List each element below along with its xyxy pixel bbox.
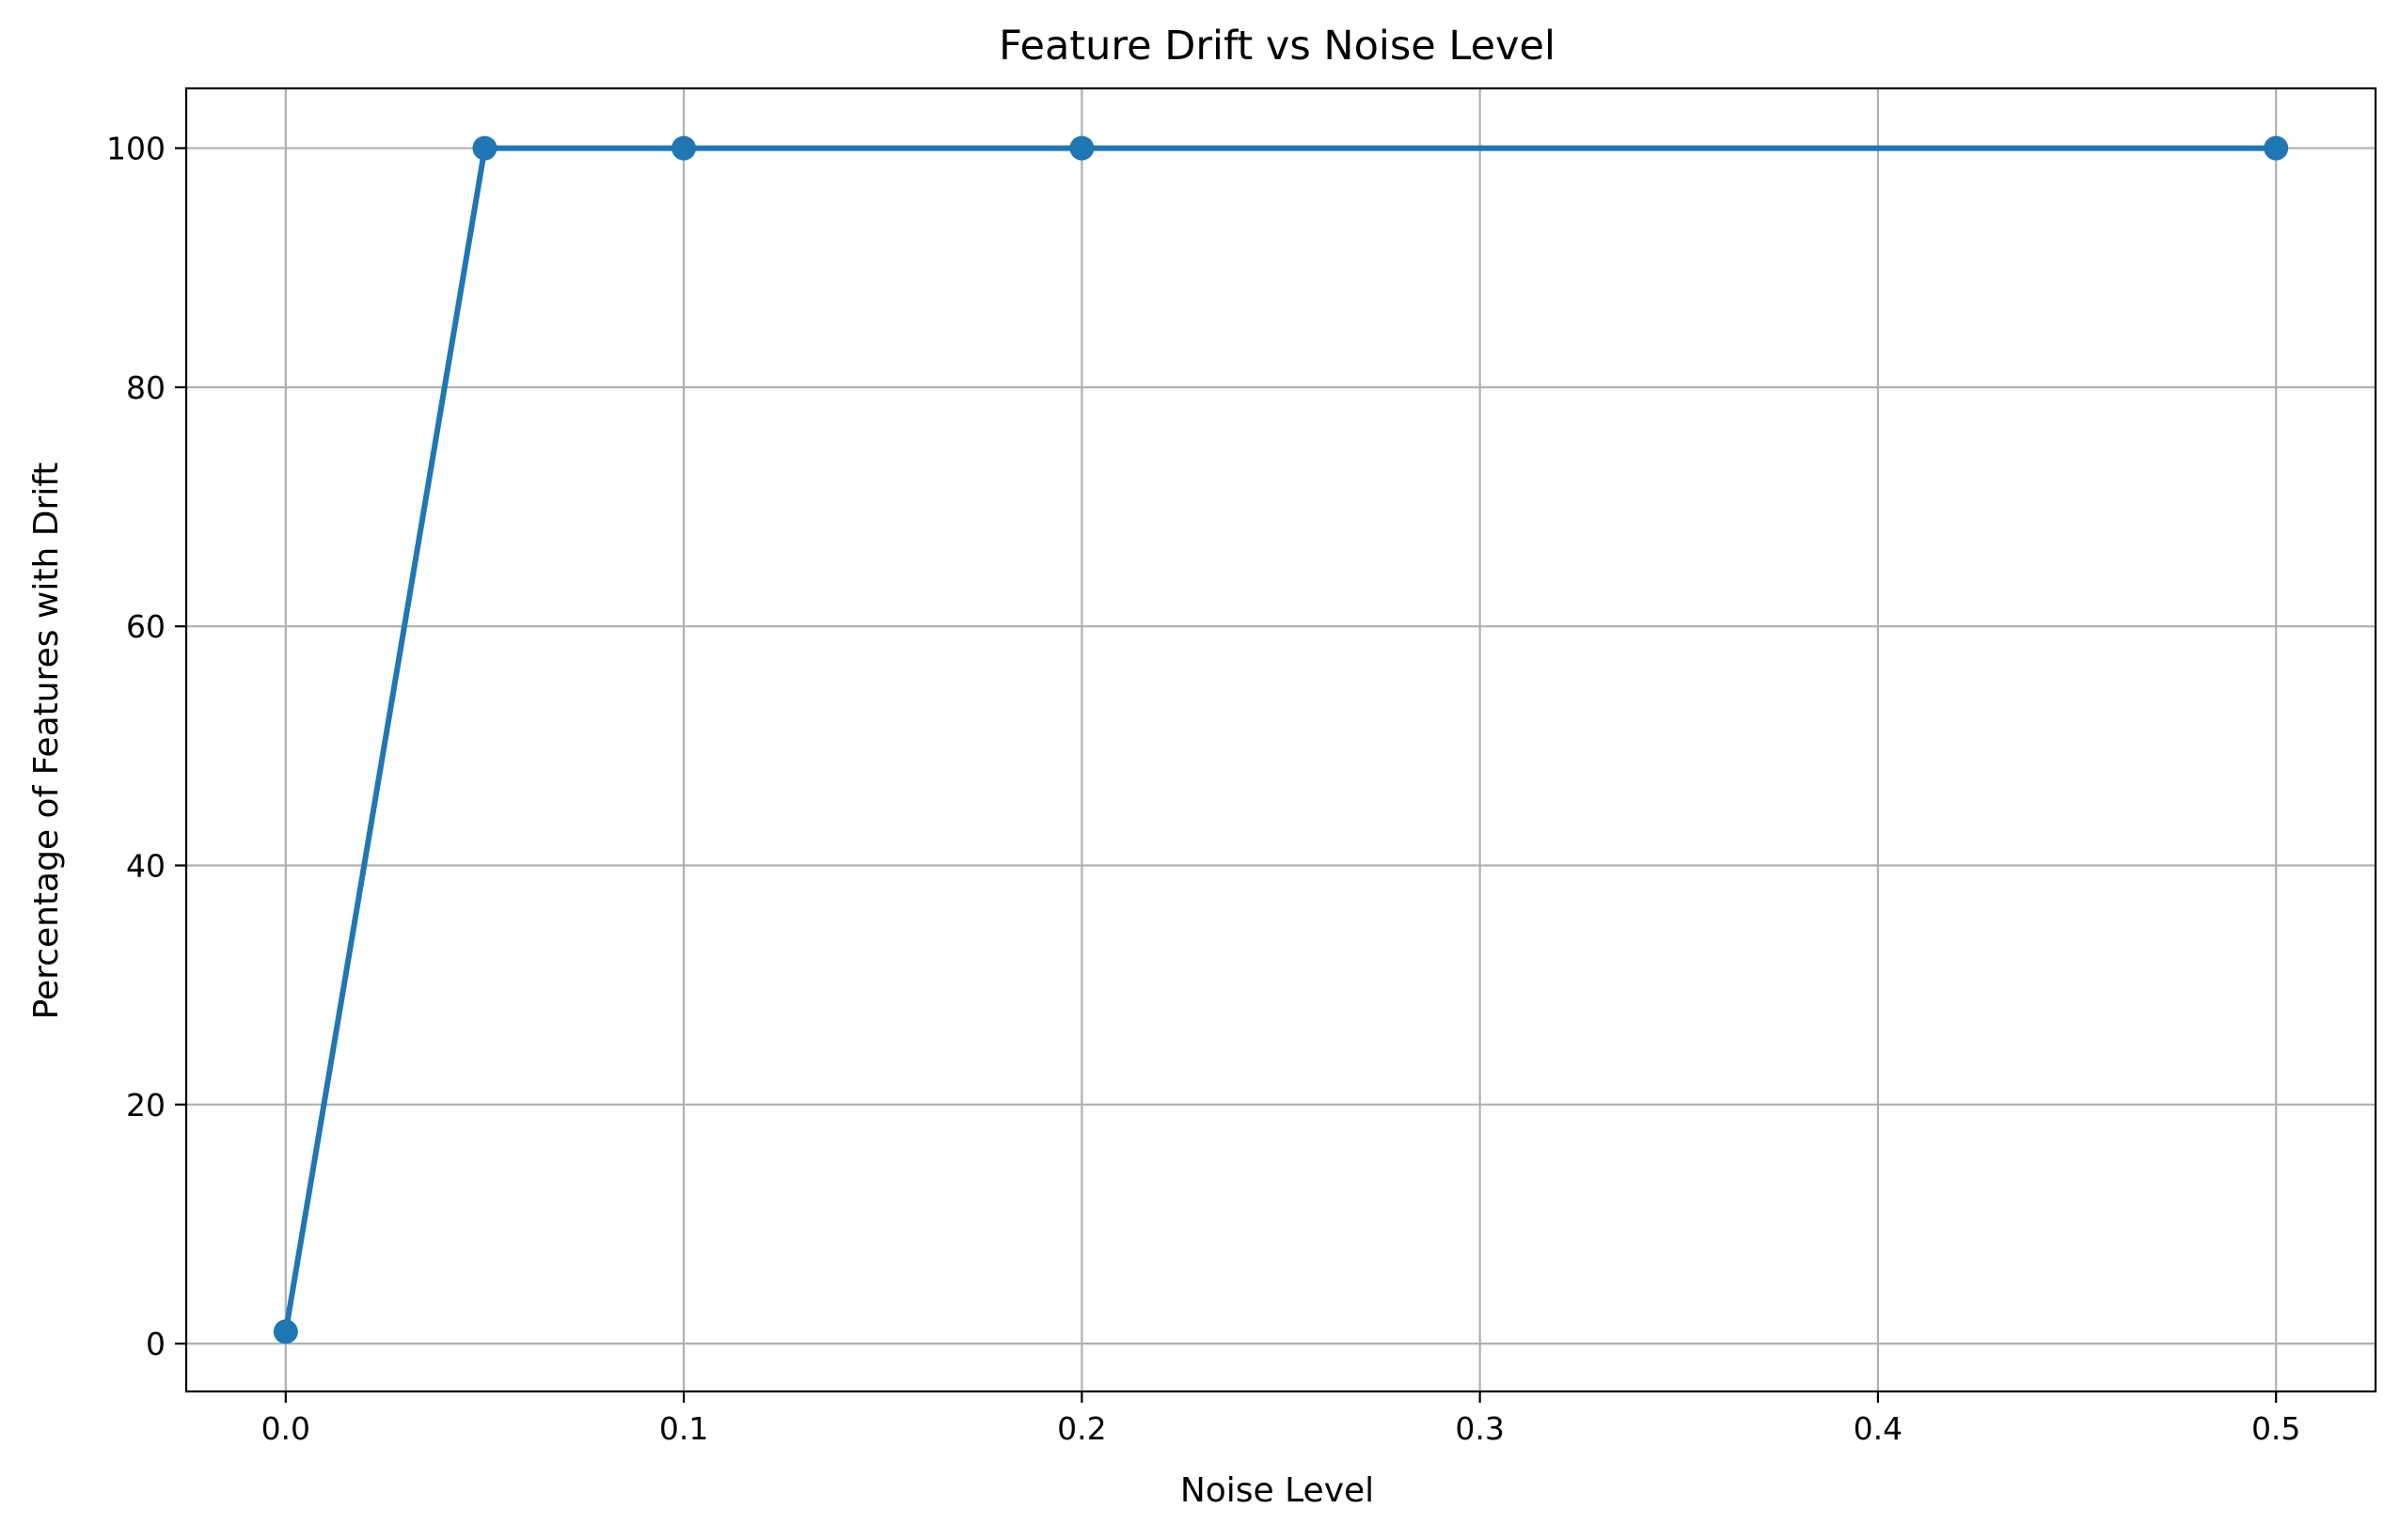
x-axis-label: Noise Level — [1180, 1471, 1374, 1510]
data-point — [2264, 135, 2289, 161]
x-tick-label: 0.0 — [261, 1410, 310, 1447]
x-axis-ticks: 0.0 0.1 0.2 0.3 0.4 0.5 — [261, 1391, 2300, 1447]
x-tick-label: 0.4 — [1854, 1410, 1903, 1447]
x-tick-label: 0.1 — [659, 1410, 708, 1447]
series-layer — [273, 135, 2289, 1344]
y-tick-label: 100 — [106, 131, 166, 167]
data-point — [472, 135, 497, 161]
data-point — [671, 135, 697, 161]
y-axis-label: Percentage of Features with Drift — [27, 463, 66, 1020]
y-tick-label: 20 — [126, 1087, 166, 1124]
data-point — [273, 1319, 298, 1344]
data-point — [1069, 135, 1095, 161]
y-tick-label: 60 — [126, 608, 166, 645]
x-tick-label: 0.3 — [1455, 1410, 1504, 1447]
chart-title: Feature Drift vs Noise Level — [999, 23, 1555, 70]
y-tick-label: 80 — [126, 369, 166, 406]
x-tick-label: 0.2 — [1057, 1410, 1106, 1447]
x-tick-label: 0.5 — [2251, 1410, 2300, 1447]
y-axis-ticks: 0 20 40 60 80 100 — [106, 131, 186, 1362]
axes-frame — [184, 86, 2377, 1393]
y-tick-label: 0 — [146, 1326, 166, 1362]
y-tick-label: 40 — [126, 848, 166, 885]
